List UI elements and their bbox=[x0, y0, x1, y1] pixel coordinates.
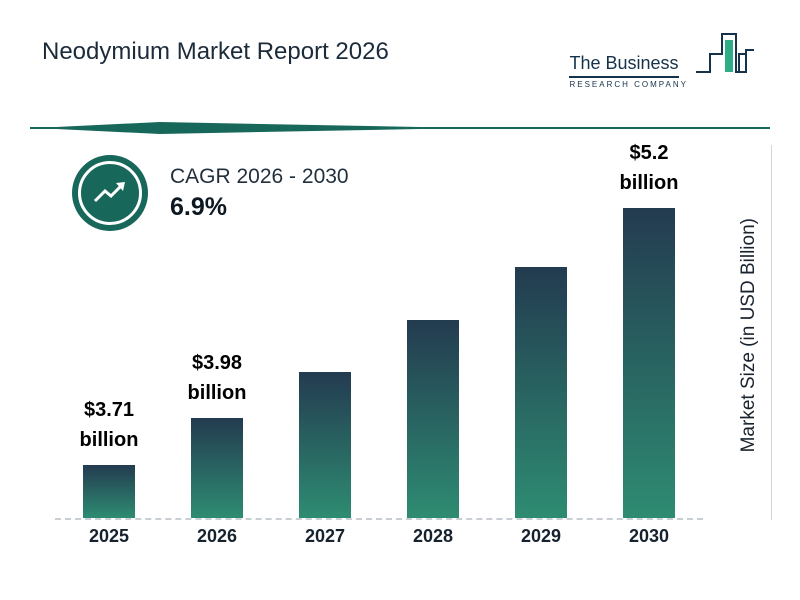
page-title: Neodymium Market Report 2026 bbox=[42, 38, 389, 65]
logo-text: The Business RESEARCH COMPANY bbox=[569, 53, 688, 89]
x-tick-2028: 2028 bbox=[412, 526, 454, 546]
logo-subtitle: RESEARCH COMPANY bbox=[569, 80, 688, 89]
growth-arrow-inner bbox=[78, 161, 142, 225]
x-tick-2030: 2030 bbox=[628, 526, 670, 546]
bar-chart-logo-icon bbox=[692, 26, 758, 89]
bar-column-2028 bbox=[379, 320, 487, 518]
cagr-value: 6.9% bbox=[170, 192, 227, 221]
cagr-label: CAGR 2026 - 2030 bbox=[170, 164, 349, 188]
logo-name: The Business bbox=[569, 53, 679, 78]
company-logo: The Business RESEARCH COMPANY bbox=[569, 26, 758, 89]
logo-green-bar bbox=[725, 40, 733, 72]
cagr-block: CAGR 2026 - 2030 6.9% bbox=[72, 155, 349, 231]
bar-2028 bbox=[407, 320, 459, 518]
x-tick-2027: 2027 bbox=[304, 526, 346, 546]
x-axis: 2025 2026 2027 2028 2029 2030 bbox=[55, 526, 703, 547]
x-tick-2026: 2026 bbox=[196, 526, 238, 546]
bar-column-2029 bbox=[487, 267, 595, 518]
header-divider bbox=[0, 120, 800, 136]
y-axis-line bbox=[771, 145, 772, 520]
bar-value-label-2030: $5.2 billion bbox=[619, 142, 679, 194]
bar-2027 bbox=[299, 372, 351, 518]
bar-column-2027 bbox=[271, 372, 379, 518]
bar-column-2030: $5.2 billion bbox=[595, 138, 703, 518]
bar-2026 bbox=[191, 418, 243, 518]
bar-value-label-2026: $3.98 billion bbox=[187, 352, 247, 404]
growth-arrow-icon bbox=[72, 155, 148, 231]
bar-column-2026: $3.98 billion bbox=[163, 348, 271, 518]
bar-2030 bbox=[623, 208, 675, 518]
bar-column-2025: $3.71 billion bbox=[55, 395, 163, 518]
x-tick-2029: 2029 bbox=[520, 526, 562, 546]
cagr-text: CAGR 2026 - 2030 6.9% bbox=[170, 165, 349, 222]
bar-2029 bbox=[515, 267, 567, 518]
bar-plot: $3.71 billion $3.98 billion $5.2 billion bbox=[55, 142, 703, 520]
bar-2025 bbox=[83, 465, 135, 518]
x-tick-2025: 2025 bbox=[88, 526, 130, 546]
y-axis-label: Market Size (in USD Billion) bbox=[738, 218, 759, 453]
bar-value-label-2025: $3.71 billion bbox=[79, 399, 139, 451]
